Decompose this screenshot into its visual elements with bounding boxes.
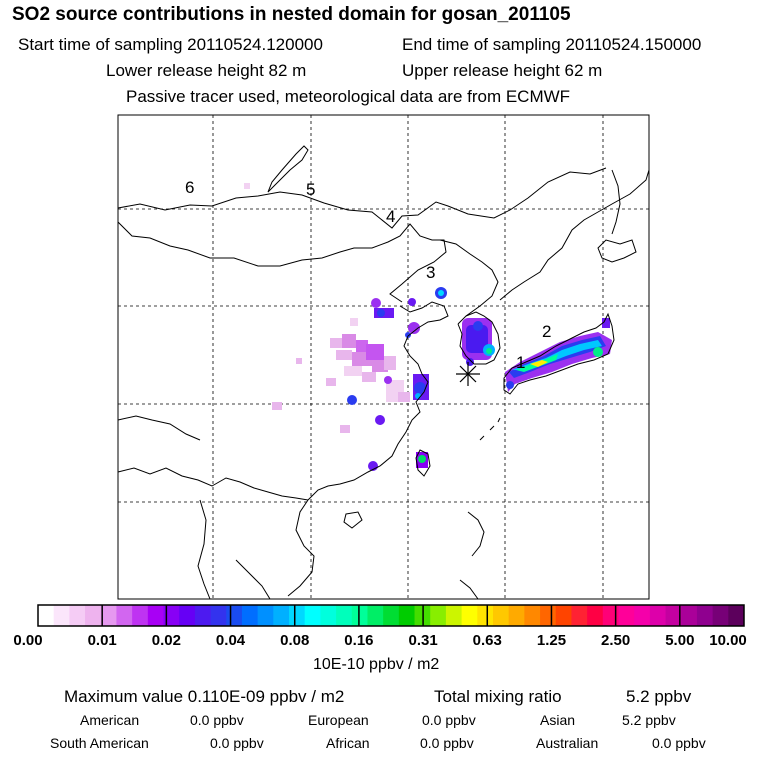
colorbar-tick-label: 0.02 xyxy=(151,632,181,649)
colorbar-cell xyxy=(304,605,321,626)
colorbar-cell xyxy=(555,605,572,626)
colorbar-cell xyxy=(132,605,149,626)
upper-height-label: Upper release height 62 m xyxy=(402,61,603,80)
region-label-2: 2 xyxy=(542,322,551,341)
region-label-3: 3 xyxy=(426,263,435,282)
colorbar-cell xyxy=(602,605,619,626)
tracer-note: Passive tracer used, meteorological data… xyxy=(126,87,571,106)
colorbar-cell xyxy=(492,605,510,626)
map-panel: 1 2 3 4 5 6 xyxy=(117,114,650,600)
colorbar-cell xyxy=(69,605,86,626)
colorbar-cell xyxy=(257,605,274,626)
asian-value: 5.2 ppbv xyxy=(622,712,676,728)
colorbar-cell xyxy=(241,605,259,626)
colorbar-frame xyxy=(37,604,745,627)
african-label: African xyxy=(326,735,370,751)
colorbar-cell xyxy=(273,605,290,626)
colorbar-tick-label: 0.63 xyxy=(472,632,502,649)
colorbar-cell xyxy=(461,605,478,626)
european-label: European xyxy=(308,712,369,728)
grid-lines xyxy=(118,115,649,599)
region-label-5: 5 xyxy=(306,180,315,199)
south-american-value: 0.0 ppbv xyxy=(210,735,264,751)
colorbar-cell xyxy=(336,605,353,626)
australian-value: 0.0 ppbv xyxy=(652,735,706,751)
australian-label: Australian xyxy=(536,735,599,751)
asian-label: Asian xyxy=(540,712,576,728)
end-time-label: End time of sampling 20110524.150000 xyxy=(402,35,702,54)
colorbar-cell xyxy=(618,605,635,626)
colorbar-cell xyxy=(696,605,714,626)
colorbar-cell xyxy=(649,605,667,626)
colorbar-cell xyxy=(665,605,682,626)
region-label-6: 6 xyxy=(185,178,194,197)
colorbar-cell xyxy=(430,605,447,626)
south-american-label: South American xyxy=(50,735,149,751)
colorbar-cell xyxy=(116,605,133,626)
colorbar-cell xyxy=(320,605,337,626)
max-value-label: Maximum value 0.110E-09 ppbv / m2 xyxy=(64,687,345,706)
american-label: American xyxy=(80,712,140,728)
colorbar-units: 10E-10 ppbv / m2 xyxy=(313,656,440,673)
colorbar-cell xyxy=(634,605,651,626)
total-mixing-label: Total mixing ratio xyxy=(434,687,562,706)
colorbar-cell xyxy=(289,605,306,626)
colorbar-cell xyxy=(210,605,227,626)
colorbar-dividers xyxy=(101,605,681,626)
colorbar-tick-label: 0.01 xyxy=(87,632,117,649)
colorbar-cell xyxy=(147,605,165,626)
colorbar-cell xyxy=(524,605,541,626)
colorbar-cell xyxy=(38,605,55,626)
colorbar-cell xyxy=(508,605,525,626)
total-mixing-value: 5.2 ppbv xyxy=(626,687,692,706)
colorbar-cell xyxy=(85,605,102,626)
african-value: 0.0 ppbv xyxy=(420,735,474,751)
colorbar-tick-label: 2.50 xyxy=(601,632,631,649)
lower-height-label: Lower release height 82 m xyxy=(106,61,307,80)
colorbar-cell xyxy=(53,605,70,626)
colorbar-cell xyxy=(194,605,212,626)
colorbar-cell xyxy=(163,605,180,626)
colorbar-cell xyxy=(100,605,117,626)
coastlines xyxy=(117,145,650,600)
region-labels: 1 2 3 4 5 6 xyxy=(185,178,551,372)
colorbar-tick-label: 0.04 xyxy=(215,632,246,649)
colorbar-cell xyxy=(477,605,494,626)
start-time-label: Start time of sampling 20110524.120000 xyxy=(18,35,323,54)
colorbar-tick-label: 1.25 xyxy=(536,632,567,649)
page-title: SO2 source contributions in nested domai… xyxy=(12,4,571,25)
colorbar-tick-label: 0.00 xyxy=(13,632,43,649)
colorbar xyxy=(37,604,745,627)
colorbar-cell xyxy=(383,605,400,626)
colorbar-cell xyxy=(540,605,557,626)
european-value: 0.0 ppbv xyxy=(422,712,476,728)
colorbar-tick-label: 0.08 xyxy=(280,632,310,649)
colorbar-cell xyxy=(367,605,384,626)
colorbar-cell xyxy=(712,605,729,626)
region-label-4: 4 xyxy=(386,207,395,226)
colorbar-tick-label: 5.00 xyxy=(665,632,695,649)
colorbar-cell xyxy=(728,605,745,626)
colorbar-cell xyxy=(587,605,604,626)
colorbar-cell xyxy=(351,605,368,626)
colorbar-tick-label: 10.00 xyxy=(709,632,747,649)
region-label-1: 1 xyxy=(516,353,525,372)
colorbar-tick-label: 0.16 xyxy=(344,632,374,649)
colorbar-cell xyxy=(398,605,416,626)
colorbar-cell xyxy=(445,605,463,626)
american-value: 0.0 ppbv xyxy=(190,712,244,728)
colorbar-cell xyxy=(571,605,588,626)
colorbar-cells xyxy=(38,605,745,626)
concentration-field xyxy=(244,183,612,471)
asterisk-icon xyxy=(456,362,480,386)
colorbar-cell xyxy=(226,605,243,626)
colorbar-cell xyxy=(179,605,196,626)
colorbar-cell xyxy=(681,605,698,626)
colorbar-tick-label: 0.31 xyxy=(408,632,438,649)
